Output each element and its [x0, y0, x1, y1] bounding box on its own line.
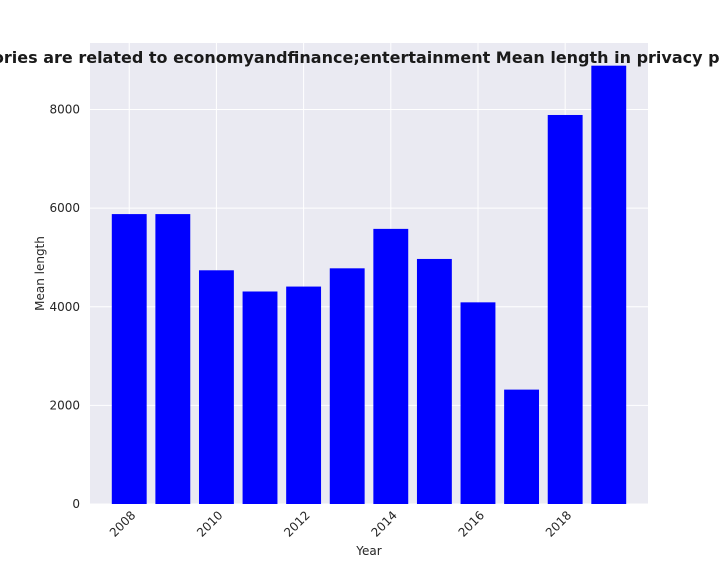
y-tick-label: 6000 — [49, 201, 80, 215]
bar-2014 — [373, 228, 409, 504]
x-tick-label: 2012 — [281, 508, 312, 539]
bar-2018 — [547, 114, 583, 505]
x-axis-label: Year — [355, 544, 381, 558]
x-tick-label: 2008 — [107, 508, 138, 539]
bar-2009 — [155, 214, 191, 504]
x-tick-label: 2016 — [456, 508, 487, 539]
y-tick-label: 2000 — [49, 398, 80, 412]
bar-2016 — [460, 302, 496, 504]
bar-2015 — [416, 258, 452, 504]
bar-2017 — [504, 389, 540, 504]
x-tick-label: 2018 — [543, 508, 574, 539]
bar-2008 — [111, 214, 147, 504]
y-tick-label: 8000 — [49, 103, 80, 117]
bar-2013 — [329, 268, 365, 504]
y-axis-label: Mean length — [33, 236, 47, 311]
bar-2011 — [242, 291, 278, 504]
x-tick-label: 2014 — [368, 508, 399, 539]
chart-title: Mean categories are related to economyan… — [0, 48, 720, 67]
bars — [111, 65, 627, 505]
bar-2010 — [198, 270, 234, 504]
bar-2012 — [286, 286, 322, 504]
y-tick-label: 4000 — [49, 300, 80, 314]
x-tick-label: 2010 — [194, 508, 225, 539]
y-tick-label: 0 — [72, 497, 80, 511]
bar-2019 — [591, 65, 627, 505]
